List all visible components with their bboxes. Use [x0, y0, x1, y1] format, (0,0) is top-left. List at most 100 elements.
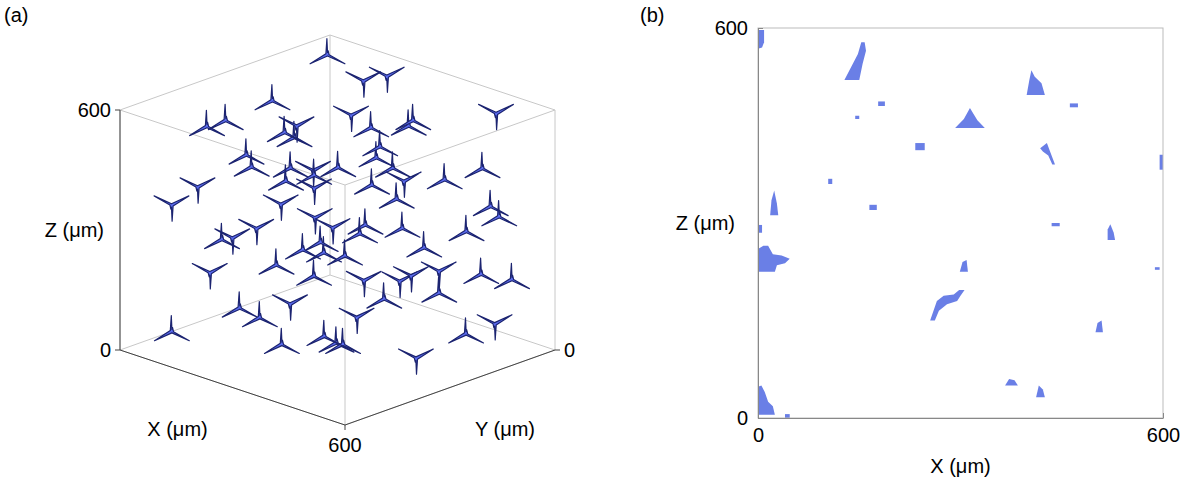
- pore-section: [1108, 224, 1115, 240]
- y-axis-title: Y (μm): [475, 418, 535, 440]
- pore-blob: [180, 178, 215, 203]
- pore-section: [855, 116, 859, 119]
- pore-blob: [307, 237, 342, 262]
- x-tick-label: 600: [1147, 424, 1180, 446]
- cube-edge: [120, 350, 345, 425]
- pore-blob: [328, 240, 363, 265]
- pore-blob: [222, 292, 257, 317]
- x-axis-line: [759, 418, 1164, 419]
- pore-section: [758, 246, 790, 272]
- pore-blob: [273, 295, 308, 320]
- pore-blob: [394, 267, 429, 292]
- pore-blob: [267, 116, 302, 141]
- figure: 06006000Z (μm)X (μm)Y (μm)(a)06000600X (…: [0, 0, 1197, 498]
- pore-blob: [449, 215, 484, 240]
- pore-section: [785, 414, 790, 418]
- pore-blob: [297, 260, 332, 285]
- y-tick-label: 0: [564, 339, 575, 361]
- pore-blob: [473, 190, 508, 215]
- z-tick: [115, 110, 120, 111]
- pore-section: [1096, 321, 1103, 333]
- panel-label: (b): [640, 4, 664, 26]
- pore-blob: [334, 106, 369, 131]
- x-axis-title: X (μm): [930, 455, 990, 477]
- pore-blob: [297, 159, 332, 184]
- pore-section: [1052, 223, 1060, 226]
- cube-edge: [120, 275, 330, 350]
- pore-blob: [369, 67, 404, 92]
- pore-blob: [407, 232, 442, 257]
- pore-blob: [482, 201, 517, 226]
- pore-section: [955, 108, 985, 128]
- pore-blob: [286, 234, 321, 259]
- pore-blob: [422, 277, 457, 302]
- x-axis-title: X (μm): [147, 418, 207, 440]
- cube-edges: [120, 35, 555, 425]
- pore-blob: [265, 328, 300, 353]
- y-tick: 0: [737, 407, 763, 429]
- y-tick-mark: [758, 28, 763, 29]
- pore-section: [930, 290, 964, 321]
- panel-label: (a): [4, 4, 28, 26]
- pore-blob: [479, 104, 514, 129]
- z-axis-line: [120, 110, 121, 350]
- cube-edge: [555, 110, 556, 350]
- pore-blob: [386, 172, 421, 197]
- pore-blob: [464, 258, 499, 283]
- cube-edge: [345, 350, 555, 425]
- pore-section: [869, 205, 876, 210]
- panel-a: 0 600 600 0 Z (μm) X (μm) Y (μm) (a): [4, 4, 575, 456]
- z-tick-label: 0: [100, 339, 111, 361]
- y-tick-mark: [758, 418, 763, 419]
- pore-blob: [343, 218, 378, 243]
- pore-blob: [154, 196, 189, 221]
- y-tick-label: 600: [715, 17, 748, 39]
- x-tick-label: 600: [328, 434, 361, 456]
- pore-blob: [449, 318, 484, 343]
- pore-blob: [363, 131, 398, 156]
- pore-blob: [208, 104, 243, 129]
- pore-section: [1005, 379, 1018, 386]
- panel-b: 06000600X (μm)Z (μm)(b): [640, 4, 1180, 477]
- z-axis-title: Z (μm): [45, 219, 104, 241]
- y-axis-line: [345, 350, 555, 425]
- pore-blob: [355, 169, 390, 194]
- pore-blob: [321, 151, 356, 176]
- y-tick: [555, 350, 560, 351]
- x-tick: 600: [1147, 413, 1180, 446]
- pore-section: [1040, 143, 1055, 164]
- y-tick-label: 0: [737, 407, 748, 429]
- x-axis: 0600: [753, 413, 1180, 446]
- pore-blob: [243, 302, 278, 327]
- pore-section: [1160, 155, 1163, 170]
- pore-section: [1070, 103, 1078, 107]
- pore-blob: [234, 151, 269, 176]
- x-tick: [345, 425, 346, 430]
- pore-blob: [297, 179, 332, 204]
- pore-blob: [339, 308, 374, 333]
- y-axis-title: Z (μm): [676, 212, 735, 234]
- pore-blob: [477, 315, 512, 340]
- pore-section: [878, 101, 885, 106]
- z-tick: [115, 350, 120, 351]
- pore-section: [1027, 70, 1045, 95]
- pore-blob: [427, 164, 462, 189]
- pore-section: [770, 191, 778, 216]
- pore-blob: [354, 112, 389, 137]
- pore-blob: [229, 139, 264, 164]
- y-tick: 600: [715, 17, 763, 39]
- pore-blob: [297, 209, 332, 234]
- pore-blob: [255, 85, 290, 110]
- pore-section: [828, 179, 832, 184]
- pore-blob: [263, 195, 298, 220]
- axes-3d: 0 600 600 0 Z (μm) X (μm) Y (μm): [45, 99, 575, 456]
- pore-section: [1155, 267, 1160, 270]
- cube-edge: [330, 35, 331, 275]
- pore-blob: [379, 183, 414, 208]
- pore-blob: [346, 72, 381, 97]
- z-tick-label: 600: [78, 99, 111, 121]
- pore-blob: [273, 152, 308, 177]
- pore-blob: [155, 316, 190, 341]
- cube-edge: [345, 110, 555, 185]
- pore-section: [758, 386, 775, 415]
